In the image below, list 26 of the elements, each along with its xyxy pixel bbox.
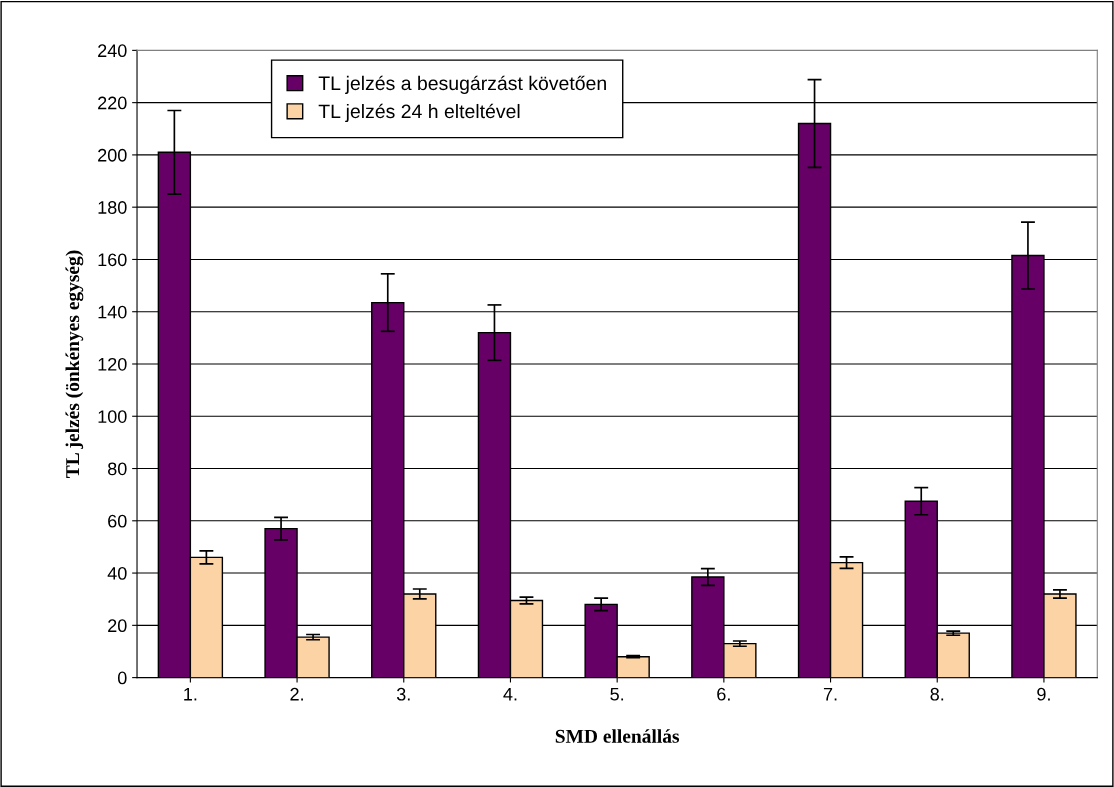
- x-tick-label: 6.: [717, 687, 730, 701]
- legend-label: TL jelzés a besugárzást követően: [318, 75, 606, 94]
- y-tick-label: 240: [98, 44, 127, 58]
- x-tick-label: 2.: [290, 687, 303, 701]
- x-tick-label: 1.: [184, 687, 197, 701]
- y-tick-label: 200: [98, 148, 127, 162]
- y-axis-title: TL jelzés (önkényes egység): [65, 250, 84, 478]
- y-tick-label: 180: [98, 201, 127, 214]
- legend-label: TL jelzés 24 h elteltével: [318, 103, 520, 123]
- x-tick-label: 3.: [396, 687, 410, 701]
- x-tick-label: 8.: [930, 687, 944, 701]
- x-axis-title: SMD ellenállás: [555, 729, 680, 743]
- y-tick-label: 40: [107, 567, 127, 580]
- y-tick-label: 60: [108, 514, 127, 528]
- x-tick-label: 9.: [1037, 687, 1050, 701]
- y-tick-label: 0: [117, 671, 127, 685]
- x-tick-label: 5.: [610, 687, 624, 701]
- y-tick-label: 140: [98, 305, 127, 319]
- y-tick-label: 20: [108, 619, 127, 633]
- y-tick-label: 80: [108, 462, 127, 476]
- y-tick-label: 220: [98, 96, 127, 110]
- x-tick-label: 7.: [823, 687, 837, 701]
- y-tick-label: 120: [98, 357, 127, 371]
- y-tick-label: 160: [98, 253, 127, 267]
- x-tick-label: 4.: [503, 687, 517, 701]
- y-tick-label: 100: [98, 410, 127, 423]
